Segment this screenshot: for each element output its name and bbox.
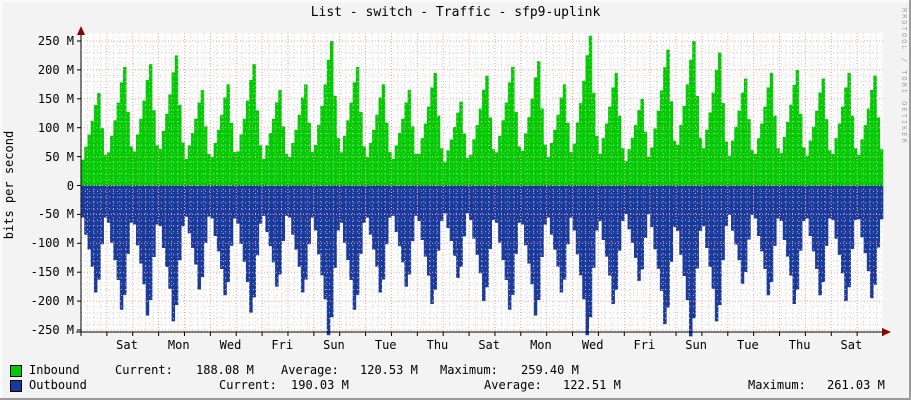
inbound-current-label: Current:: [115, 363, 173, 377]
y-tick-label: 0: [66, 178, 74, 193]
outbound-maximum-value: 261.03 M: [827, 378, 885, 392]
inbound-average-label: Average:: [281, 363, 339, 377]
outbound-maximum-label: Maximum:: [748, 378, 806, 392]
graph-title: List - switch - Traffic - sfp9-uplink: [310, 5, 601, 20]
x-day-label: Thu: [788, 338, 811, 352]
y-tick-label: 150 M: [37, 91, 74, 106]
x-day-label: Mon: [530, 338, 552, 352]
y-tick-label: 50 M: [45, 149, 74, 164]
outbound-average-label: Average:: [484, 378, 542, 392]
inbound-average-value: 120.53 M: [360, 363, 418, 377]
y-tick-label: 250 M: [37, 34, 74, 48]
x-day-label: Tue: [374, 338, 397, 352]
outbound-swatch-icon: [10, 380, 22, 392]
x-day-label: Sun: [323, 338, 345, 352]
x-day-label: Mon: [167, 338, 190, 352]
y-tick-label: 200 M: [37, 62, 74, 77]
x-day-label: Tue: [737, 338, 759, 352]
x-day-label: Sat: [478, 338, 501, 352]
outbound-current-label: Current:: [219, 378, 277, 392]
y-tick-label: 100 M: [37, 120, 74, 135]
x-day-label: Fri: [633, 338, 656, 352]
inbound-current-value: 188.08 M: [196, 363, 254, 377]
y-tick-label: -200 M: [30, 294, 74, 309]
inbound-maximum-label: Maximum:: [440, 363, 498, 377]
y-tick-label: -250 M: [30, 323, 74, 337]
inbound-swatch-icon: [10, 365, 22, 377]
x-day-label: Thu: [426, 338, 449, 352]
outbound-label: Outbound: [29, 378, 87, 392]
x-day-label: Wed: [581, 338, 604, 352]
outbound-average-value: 122.51 M: [563, 378, 621, 392]
x-day-label: Fri: [271, 338, 294, 352]
x-day-label: Sat: [840, 338, 863, 352]
y-tick-label: -100 M: [30, 236, 74, 251]
x-day-label: Sun: [685, 338, 707, 352]
x-day-label: Wed: [219, 338, 242, 352]
inbound-maximum-value: 259.40 M: [521, 363, 579, 377]
outbound-current-value: 190.03 M: [291, 378, 349, 392]
rrdtool-watermark: RRDTOOL / TOBI OETIKER: [900, 8, 908, 145]
legend-row-inbound: Inbound Current: 188.08 M Average: 120.5…: [0, 364, 911, 379]
inbound-label: Inbound: [29, 363, 80, 377]
y-tick-label: -50 M: [37, 207, 74, 222]
y-tick-label: -150 M: [30, 265, 74, 280]
legend-row-outbound: Outbound Current: 190.03 M Average: 122.…: [0, 379, 911, 394]
x-day-label: Sat: [116, 338, 138, 352]
